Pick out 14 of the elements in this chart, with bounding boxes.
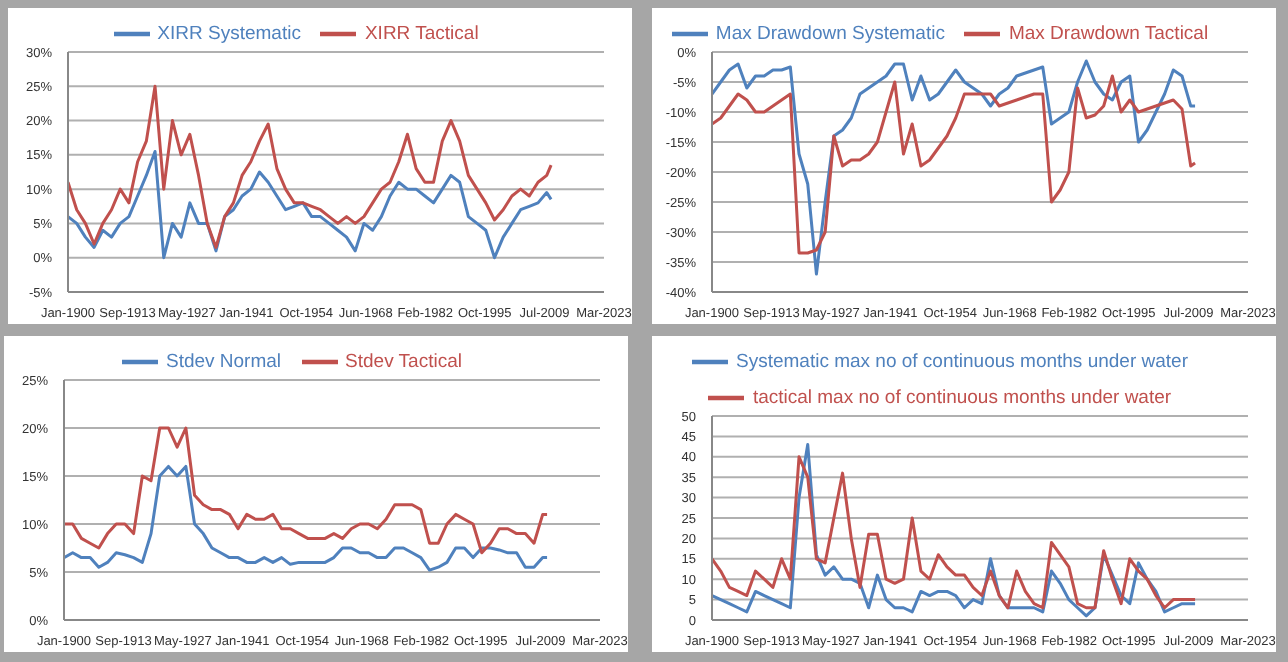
line-series	[64, 464, 549, 572]
line-series	[68, 149, 553, 260]
legend-label: tactical max no of continuous months under water	[752, 387, 1172, 410]
legend-label: Max Drawdown Systematic	[715, 23, 945, 46]
line-series	[68, 84, 553, 249]
line-series	[712, 59, 1197, 276]
line-series	[712, 74, 1197, 255]
legend-label: Stdev Tactical	[345, 351, 462, 374]
legend-label: Max Drawdown Tactical	[1008, 23, 1209, 46]
legend-label: XIRR Tactical	[364, 23, 479, 46]
legend-label: XIRR Systematic	[157, 23, 301, 46]
line-series	[64, 426, 549, 555]
legend-label: Systematic max no of continuous months under water	[735, 351, 1188, 374]
legend-label: Stdev Normal	[165, 351, 282, 374]
